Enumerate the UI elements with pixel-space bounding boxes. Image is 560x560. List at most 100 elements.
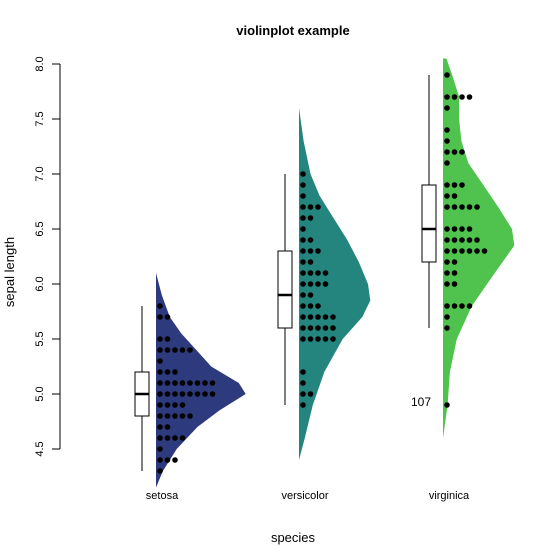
data-point [179,391,186,397]
data-point [315,336,321,342]
data-point [172,369,178,375]
data-point [444,193,450,199]
data-point [300,270,306,276]
data-point [315,314,321,320]
data-point [172,457,178,463]
annotations: 107 [411,395,431,409]
data-point [300,226,306,232]
data-point [179,413,186,419]
data-point [307,259,314,265]
data-point [444,402,450,408]
y-tick-label: 5.5 [34,331,46,346]
data-point [307,204,314,210]
x-tick-label-versicolor: versicolor [281,490,328,502]
data-point [466,237,473,243]
data-point [157,380,163,386]
y-tick-label: 6.0 [34,276,46,291]
data-point [451,204,458,210]
box [277,250,293,329]
data-point [459,182,465,188]
data-point [157,446,163,452]
data-point [300,325,306,331]
data-point [444,259,450,265]
violin-versicolor [277,108,371,460]
data-point [315,270,321,276]
data-point [451,270,458,276]
data-point [330,325,336,331]
data-point [164,457,171,463]
data-point [459,226,465,232]
data-point [307,215,314,221]
data-point [307,270,314,276]
data-point [300,237,306,243]
data-point [172,347,178,353]
data-point [466,248,473,254]
data-point [444,204,450,210]
y-tick-label: 7.0 [34,166,46,181]
data-point [157,435,163,441]
data-point [300,248,306,254]
data-point [307,292,314,298]
y-tick-label: 8.0 [34,56,46,71]
data-point [444,248,450,254]
data-point [157,468,163,474]
data-point [444,138,450,144]
data-point [444,314,450,320]
y-axis: 4.5 5.0 5.5 6.0 6.5 7.0 7.5 8.0 [34,56,61,457]
data-point [322,336,329,342]
data-point [474,237,480,243]
data-point [300,215,306,221]
data-point [179,347,186,353]
data-point [459,248,465,254]
data-point [451,303,458,309]
data-point [157,424,163,430]
data-point [187,391,193,397]
data-point [157,413,163,419]
violin-density [299,108,371,460]
data-point [444,127,450,133]
data-point [444,325,450,331]
data-point [330,336,336,342]
data-point [451,237,458,243]
data-point [157,336,163,342]
data-point [307,281,314,287]
data-point [459,237,465,243]
data-point [444,182,450,188]
x-tick-label-setosa: setosa [146,490,179,502]
data-point [157,303,163,309]
x-tick-label-virginica: virginica [429,490,470,502]
data-point [157,369,163,375]
data-point [300,204,306,210]
outlier-label: 107 [411,395,431,409]
data-point [444,303,450,309]
data-point [164,402,171,408]
y-tick-label: 4.5 [34,441,46,456]
data-point [300,336,306,342]
data-point [459,303,465,309]
data-point [202,391,208,397]
data-point [459,94,465,100]
data-point [209,380,216,386]
y-tick-label: 7.5 [34,111,46,126]
y-tick-label: 5.0 [34,386,46,401]
data-point [157,391,163,397]
data-point [459,204,465,210]
data-point [172,435,178,441]
data-point [315,281,321,287]
data-point [444,237,450,243]
data-point [444,105,450,111]
box [421,184,437,263]
data-point [179,435,186,441]
data-point [451,248,458,254]
data-point [330,314,336,320]
data-point [451,193,458,199]
data-point [444,281,450,287]
violin-setosa [134,273,246,488]
data-point [307,303,314,309]
data-point [187,347,193,353]
data-point [300,171,306,177]
data-point [444,226,450,232]
data-point [300,292,306,298]
data-point [466,204,473,210]
